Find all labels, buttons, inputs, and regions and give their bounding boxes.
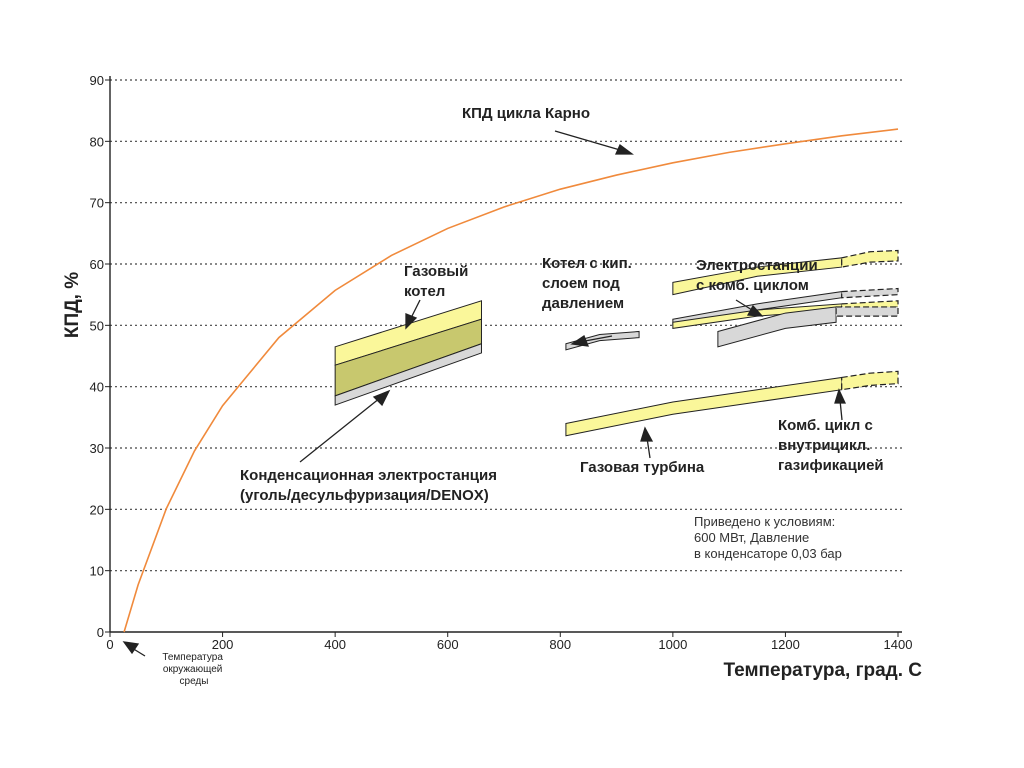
carnot-arrow-head <box>614 143 634 155</box>
y-tick-label-10: 10 <box>90 564 104 579</box>
conditions-note: Приведено к условиям: 600 МВт, Давление … <box>694 514 842 561</box>
band-boiler_gray <box>334 343 482 406</box>
y-tick-label-80: 80 <box>90 134 104 149</box>
y-tick-label-60: 60 <box>90 257 104 272</box>
carnot-arrow-line <box>554 130 621 151</box>
condensing-plant-label-line-1: Конденсационная электростанция <box>240 467 497 484</box>
ambient-arrow-head <box>122 641 140 655</box>
gas-boiler-label-line-1: Газовый <box>404 263 468 280</box>
combined-cycle-label-line-2: с комб. циклом <box>696 277 809 294</box>
condensing-arrow-head <box>372 389 391 407</box>
gas-turbine-label: Газовая турбина <box>580 459 705 476</box>
igcc-arrow-head <box>834 388 847 404</box>
condensing-plant-label-line-2: (уголь/десульфуризация/DENOX) <box>240 487 489 504</box>
condensing-arrow-line <box>299 397 381 463</box>
carnot-curve <box>123 128 899 633</box>
band-pfbc <box>565 330 640 351</box>
x-tick-label-1400: 1400 <box>884 637 913 652</box>
x-tick-label-400: 400 <box>324 637 346 652</box>
y-tick-label-50: 50 <box>90 318 104 333</box>
pfbc-label-line-2: слоем под <box>542 275 620 292</box>
pfbc-arrow-head <box>570 335 590 347</box>
gas-boiler-label: Газовый котел <box>404 263 473 300</box>
axes <box>109 76 902 633</box>
x-tick-label-1200: 1200 <box>771 637 800 652</box>
y-axis-title: КПД, % <box>62 272 83 338</box>
pfbc-label: Котел с кип. слоем под давлением <box>542 255 636 312</box>
combined-cycle-label: Электростанции с комб. циклом <box>696 257 822 294</box>
band-igcc_band <box>717 306 837 348</box>
band-cc_top_ext <box>841 249 899 268</box>
ambient-label-line-3: среды <box>180 676 209 687</box>
gas-boiler-arrow-line <box>410 299 421 319</box>
conditions-note-line-3: в конденсаторе 0,03 бар <box>694 546 842 561</box>
ambient-label-line-2: окружающей <box>163 664 223 675</box>
y-tick-label-70: 70 <box>90 196 104 211</box>
combined-arrow-head <box>746 304 764 317</box>
band-igcc_ext <box>835 306 899 317</box>
condensing-plant-label: Конденсационная электростанция (уголь/де… <box>240 467 501 504</box>
y-tick-label-90: 90 <box>90 73 104 88</box>
y-tick-label-30: 30 <box>90 441 104 456</box>
pfbc-arrow-line <box>584 335 613 342</box>
combined-cycle-label-line-1: Электростанции <box>696 257 818 274</box>
x-tick-label-1000: 1000 <box>658 637 687 652</box>
igcc-label-line-1: Комб. цикл с <box>778 417 873 434</box>
y-tick-label-0: 0 <box>97 625 104 640</box>
conditions-note-line-2: 600 МВт, Давление <box>694 530 809 545</box>
band-cc_mid_ext <box>841 287 899 299</box>
x-tick-label-200: 200 <box>212 637 234 652</box>
annotation-arrows <box>122 130 847 657</box>
igcc-label-line-3: газификацией <box>778 457 884 474</box>
x-axis-title: Температура, град. С <box>724 660 923 681</box>
y-tick-label-20: 20 <box>90 502 104 517</box>
pfbc-label-line-1: Котел с кип. <box>542 255 632 272</box>
carnot-label: КПД цикла Карно <box>462 105 590 122</box>
ambient-temperature-label: Температура окружающей среды <box>162 652 225 687</box>
combined-arrow-line <box>735 299 753 311</box>
y-tick-label-40: 40 <box>90 380 104 395</box>
ambient-label-line-1: Температура <box>162 652 223 663</box>
gas-turbine-arrow-head <box>640 426 654 442</box>
igcc-label-line-2: внутрицикл. <box>778 437 870 454</box>
x-tick-label-0: 0 <box>106 637 113 652</box>
gas-boiler-label-line-2: котел <box>404 283 445 300</box>
conditions-note-line-1: Приведено к условиям: <box>694 514 835 529</box>
gas-boiler-arrow-head <box>405 313 418 330</box>
x-tick-label-600: 600 <box>437 637 459 652</box>
igcc-label: Комб. цикл с внутрицикл. газификацией <box>778 417 884 474</box>
x-tick-label-800: 800 <box>549 637 571 652</box>
pfbc-label-line-3: давлением <box>542 295 624 312</box>
band-gas_turbine_ext <box>841 370 899 391</box>
tick-labels: 0 10 20 30 40 50 60 70 80 90 0 200 400 600 800 1000 1200… <box>90 73 913 652</box>
